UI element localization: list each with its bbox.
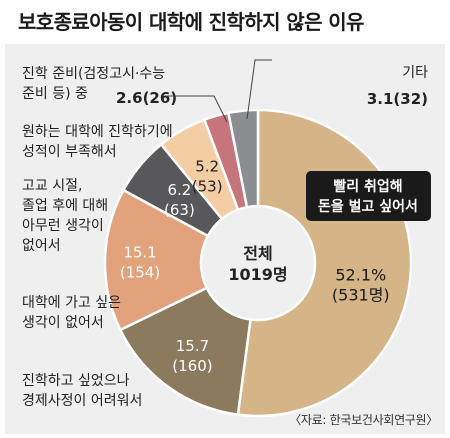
pie-slice-3 [103,188,210,332]
leader-line-7 [246,59,272,120]
pie-slice-7 [226,108,260,209]
slice-count-label-5: (53) [192,178,223,196]
slice-category-label-3-line-1: 대학에 가고 싶은 [22,295,121,311]
slice-category-label-2-line-1: 진학하고 싶었으나 [22,373,130,389]
slice-count-label-3: (154) [120,263,160,281]
slice-category-label-4-line-2: 졸업 후에 대해 [22,198,108,214]
slice-value-label-1: 52.1% [335,265,386,284]
slice-category-label-2-line-2: 경제사정이 어려워서 [22,393,142,409]
slice-category-label-1-line-2: 돈을 벌고 싶어서 [318,198,418,215]
slice-value-label-4: 6.2 [167,181,191,199]
slice-count-label-1: (531명) [332,285,390,304]
slice-value-label-3: 15.1 [123,243,156,261]
slice-count-label-2: (160) [172,357,212,375]
slice-category-label-3-line-2: 생각이 없어서 [22,315,104,331]
slice-category-label-5-line-1: 원하는 대학에 진학하기에 [22,124,173,140]
slice-category-label-6-line-1: 진학 준비(검정고시·수능 [22,66,165,82]
slice-value-label-7: 3.1(32) [367,90,428,108]
center-label-total-title: 전체 [243,244,272,263]
chart-title: 보호종료아동이 대학에 진학하지 않은 이유 [18,10,364,34]
leader-line-6 [166,95,228,123]
pie-slice-1 [236,108,413,418]
slice-category-label-5-line-2: 성적이 부족해서 [22,144,117,160]
slice-count-label-4: (63) [164,201,195,219]
slice-category-label-6-line-2: 준비 등) 중 [22,86,88,102]
center-label-total-count: 1019명 [228,265,287,284]
slice-value-label-6: 2.6(26) [116,89,177,107]
source-note: 〈자료: 한국보건사회연구원〉 [289,413,438,427]
slice-category-label-4-line-1: 고교 시절, [22,178,82,194]
slice-category-box-1 [306,171,431,221]
slice-value-label-5: 5.2 [195,158,219,176]
slice-category-label-1-line-1: 빨리 취업해 [333,178,402,195]
slice-value-label-2: 15.7 [176,337,209,355]
slice-category-label-4-line-4: 없어서 [22,238,61,254]
pie-slice-2 [118,286,252,417]
slice-category-label-7-line-1: 기타 [402,65,428,81]
slice-category-label-4-line-3: 아무런 생각이 [22,218,104,234]
